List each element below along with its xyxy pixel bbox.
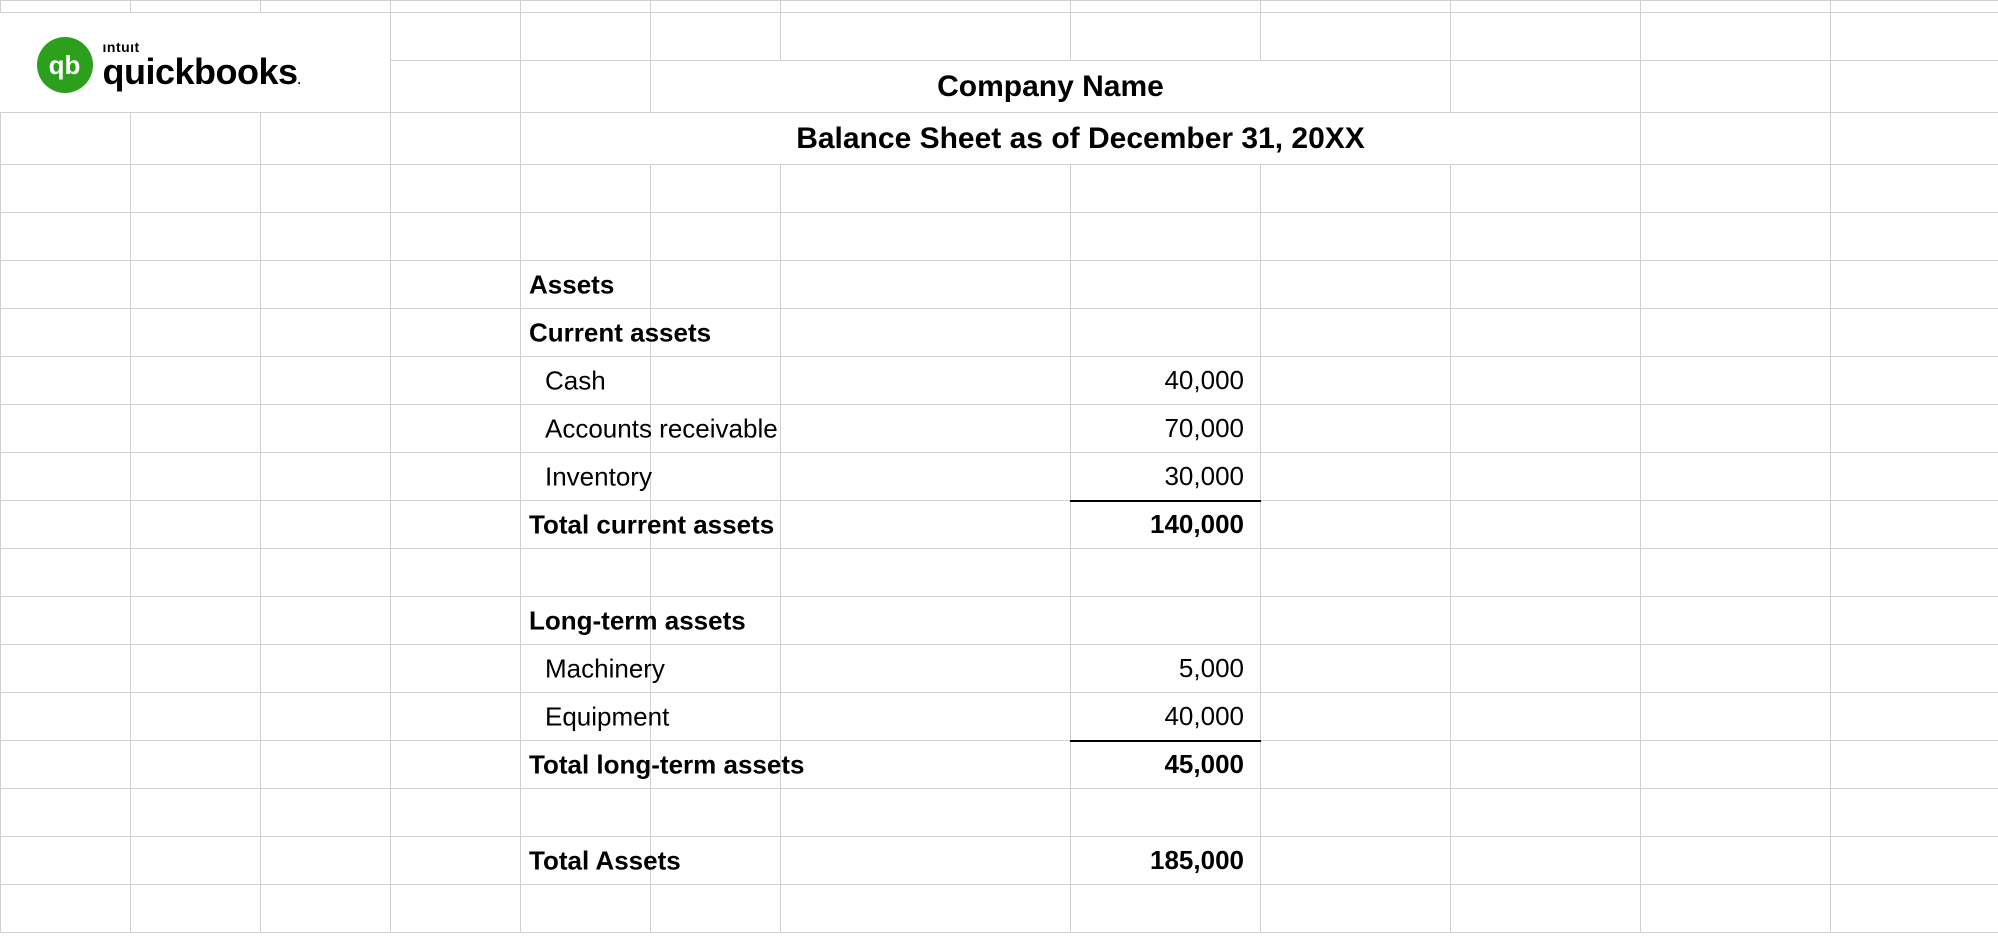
line-total-longterm-assets: Total long-term assets 45,000 <box>1 741 1998 789</box>
grid-row: qb ıntuıt quickbooks. <box>1 13 1998 61</box>
section-assets-row: Assets <box>1 261 1998 309</box>
machinery-value: 5,000 <box>1071 645 1261 693</box>
balance-sheet-grid: qb ıntuıt quickbooks. Company Name Balan… <box>0 0 1998 933</box>
grid-row <box>1 789 1998 837</box>
ar-label: Accounts receivable <box>521 405 651 453</box>
logo-quickbooks-text: quickbooks. <box>103 54 301 90</box>
total-assets-value: 185,000 <box>1071 837 1261 885</box>
cash-label: Cash <box>521 357 651 405</box>
total-current-assets-value: 140,000 <box>1071 501 1261 549</box>
equipment-label: Equipment <box>521 693 651 741</box>
longterm-assets-header: Long-term assets <box>521 597 651 645</box>
equipment-value: 40,000 <box>1071 693 1261 741</box>
inventory-value: 30,000 <box>1071 453 1261 501</box>
total-current-assets-label: Total current assets <box>521 501 651 549</box>
cash-value: 40,000 <box>1071 357 1261 405</box>
logo-text: ıntuıt quickbooks. <box>103 40 301 90</box>
machinery-label: Machinery <box>521 645 651 693</box>
quickbooks-logo-icon: qb <box>37 37 93 93</box>
company-name-title: Company Name <box>651 61 1451 113</box>
grid-row <box>1 165 1998 213</box>
logo-cell: qb ıntuıt quickbooks. <box>1 13 391 113</box>
grid-row <box>1 885 1998 933</box>
spreadsheet-container: qb ıntuıt quickbooks. Company Name Balan… <box>0 0 1998 946</box>
current-assets-header-row: Current assets <box>1 309 1998 357</box>
line-total-current-assets: Total current assets 140,000 <box>1 501 1998 549</box>
line-equipment: Equipment 40,000 <box>1 693 1998 741</box>
quickbooks-logo: qb ıntuıt quickbooks. <box>29 33 309 97</box>
total-longterm-assets-label: Total long-term assets <box>521 741 651 789</box>
total-longterm-assets-value: 45,000 <box>1071 741 1261 789</box>
total-assets-label: Total Assets <box>521 837 651 885</box>
section-assets-label: Assets <box>521 261 651 309</box>
ar-value: 70,000 <box>1071 405 1261 453</box>
grid-row <box>1 549 1998 597</box>
line-machinery: Machinery 5,000 <box>1 645 1998 693</box>
line-accounts-receivable: Accounts receivable 70,000 <box>1 405 1998 453</box>
balance-sheet-subtitle: Balance Sheet as of December 31, 20XX <box>521 113 1641 165</box>
line-inventory: Inventory 30,000 <box>1 453 1998 501</box>
line-cash: Cash 40,000 <box>1 357 1998 405</box>
grid-row <box>1 213 1998 261</box>
logo-qb-text: qb <box>49 50 81 81</box>
line-total-assets: Total Assets 185,000 <box>1 837 1998 885</box>
longterm-assets-header-row: Long-term assets <box>1 597 1998 645</box>
grid-row <box>1 1 1998 13</box>
inventory-label: Inventory <box>521 453 651 501</box>
title-row-subtitle: Balance Sheet as of December 31, 20XX <box>1 113 1998 165</box>
current-assets-header: Current assets <box>521 309 651 357</box>
